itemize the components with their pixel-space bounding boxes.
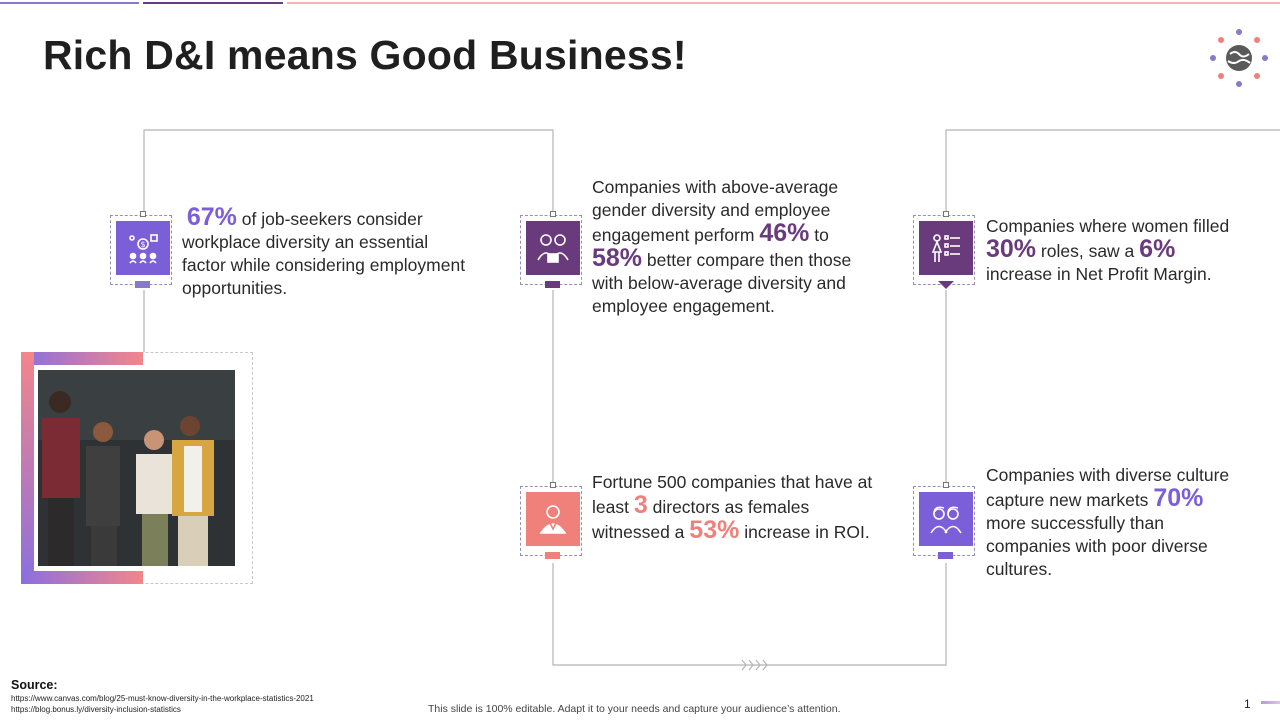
diverse-people-icon — [919, 492, 973, 546]
businesswoman-icon — [526, 492, 580, 546]
icon-tab — [135, 281, 150, 288]
icon-tab-arrow — [938, 281, 954, 289]
globe-people-icon — [1208, 27, 1270, 89]
connector-node — [550, 482, 556, 488]
team-photo — [38, 370, 235, 566]
woman-checklist-icon — [919, 221, 973, 275]
slide-title: Rich D&I means Good Business! — [43, 32, 687, 78]
source-label: Source: — [11, 678, 58, 692]
source-url-1[interactable]: https://www.canvas.com/blog/25-must-know… — [11, 694, 314, 703]
icon-tab — [938, 552, 953, 559]
top-bar-coral — [287, 2, 1280, 4]
card-1-text: 67% of job-seekers consider workplace di… — [182, 203, 472, 300]
stat-53: 53% — [689, 516, 740, 544]
card-5-prefix: Companies with diverse culture capture n… — [986, 465, 1230, 510]
card-3-icon-frame — [913, 211, 975, 289]
card-5-icon-frame — [913, 482, 975, 559]
stat-58: 58% — [592, 244, 643, 272]
card-4-prefix: Fortune 500 companies that have at least — [592, 472, 873, 517]
card-4-mid: directors as females witnessed a — [592, 497, 810, 542]
card-5-text: Companies with diverse culture capture n… — [986, 464, 1246, 581]
photo-gradient-top — [21, 352, 143, 365]
card-2-text: Companies with above-average gender dive… — [592, 176, 882, 318]
source-url-2[interactable]: https://blog.bonus.ly/diversity-inclusio… — [11, 705, 181, 714]
card-4-text: Fortune 500 companies that have at least… — [592, 471, 882, 544]
top-bar-purple — [0, 2, 139, 4]
footer-note: This slide is 100% editable. Adapt it to… — [428, 703, 841, 715]
photo-gradient-bottom — [21, 571, 143, 584]
connector-node — [550, 211, 556, 217]
svg-text:$: $ — [141, 240, 146, 249]
photo-gradient-left — [21, 352, 34, 584]
page-number-accent — [1261, 701, 1280, 704]
card-4-icon-frame — [520, 482, 582, 559]
card-2-icon-frame — [520, 211, 582, 288]
page-number: 1 — [1244, 697, 1251, 711]
icon-tab — [545, 281, 560, 288]
money-people-icon: $ — [116, 221, 170, 275]
card-3-text: Companies where women filled 30% roles, … — [986, 215, 1246, 286]
stat-70: 70% — [1153, 484, 1204, 512]
card-3-mid: roles, saw a — [1040, 241, 1135, 261]
couple-briefcase-icon — [526, 221, 580, 275]
card-5-suffix: more successfully than companies with po… — [986, 513, 1208, 579]
card-1-icon-frame: $ — [110, 211, 172, 288]
connector-node — [140, 211, 146, 217]
card-2-prefix: Companies with above-average gender dive… — [592, 177, 839, 245]
card-3-prefix: Companies where women filled — [986, 216, 1230, 236]
stat-46: 46% — [759, 219, 810, 247]
team-photo-frame — [21, 352, 253, 584]
card-2-mid: to — [814, 225, 829, 245]
stat-6: 6% — [1139, 235, 1176, 263]
card-3-suffix: increase in Net Profit Margin. — [986, 264, 1212, 284]
icon-tab — [545, 552, 560, 559]
stat-67: 67% — [186, 203, 237, 231]
stat-3: 3 — [633, 491, 648, 519]
card-1-body: of job-seekers consider workplace divers… — [182, 209, 466, 298]
card-2-suffix: better compare then those with below-ave… — [592, 250, 852, 316]
connector-node — [943, 211, 949, 217]
card-4-suffix: increase in ROI. — [744, 522, 870, 542]
connector-node — [943, 482, 949, 488]
top-bar-plum — [143, 2, 283, 4]
stat-30: 30% — [986, 235, 1037, 263]
